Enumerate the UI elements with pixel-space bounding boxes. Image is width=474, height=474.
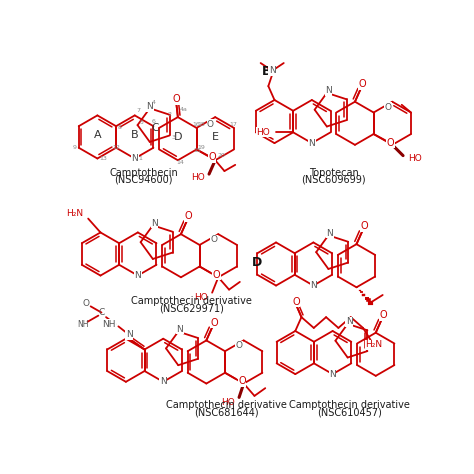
- Text: 19: 19: [197, 145, 205, 150]
- Text: H₂N: H₂N: [66, 210, 83, 219]
- Text: 20: 20: [218, 153, 225, 158]
- Text: NH: NH: [77, 320, 89, 329]
- Text: B: B: [262, 65, 272, 78]
- Text: A: A: [93, 130, 101, 140]
- Text: N: N: [309, 138, 315, 147]
- Text: Camptothecin: Camptothecin: [109, 168, 178, 178]
- Text: O: O: [359, 79, 366, 89]
- Text: N: N: [135, 271, 141, 280]
- Text: O: O: [82, 299, 90, 308]
- Text: E: E: [212, 132, 219, 142]
- Text: O: O: [360, 221, 368, 231]
- Text: O: O: [380, 310, 387, 320]
- Text: 17: 17: [229, 122, 237, 127]
- Text: H₂N: H₂N: [365, 340, 383, 349]
- Text: N: N: [146, 102, 153, 111]
- Text: N: N: [131, 154, 138, 163]
- Text: O: O: [185, 211, 192, 221]
- Text: N: N: [269, 66, 275, 75]
- Text: O: O: [236, 341, 243, 350]
- Text: 5: 5: [140, 119, 144, 125]
- Text: 2: 2: [168, 112, 172, 117]
- Text: N: N: [151, 219, 158, 228]
- Text: 16: 16: [192, 122, 200, 127]
- Text: 6: 6: [152, 119, 156, 124]
- Text: C: C: [152, 123, 159, 133]
- Text: D: D: [173, 132, 182, 142]
- Text: 13: 13: [99, 156, 107, 161]
- Text: N: N: [160, 377, 166, 386]
- Text: 3: 3: [171, 135, 175, 139]
- Text: 12: 12: [112, 145, 120, 150]
- Text: HO: HO: [408, 154, 421, 163]
- Text: O: O: [207, 119, 214, 128]
- Text: N: N: [325, 86, 332, 95]
- Text: O: O: [173, 94, 180, 104]
- Text: O: O: [210, 235, 217, 244]
- Text: O: O: [213, 270, 220, 280]
- Text: (NSC94600): (NSC94600): [114, 175, 173, 185]
- Text: 18: 18: [197, 122, 205, 127]
- Text: C: C: [98, 308, 105, 317]
- Text: 4a: 4a: [180, 107, 188, 112]
- Text: HO: HO: [191, 173, 204, 182]
- Text: N: N: [126, 330, 133, 339]
- Text: 14: 14: [176, 160, 184, 165]
- Text: O: O: [292, 297, 300, 307]
- Text: 1: 1: [138, 156, 143, 161]
- Text: 4: 4: [152, 100, 156, 105]
- Text: Topotecan: Topotecan: [309, 168, 359, 178]
- Text: N: N: [346, 317, 353, 326]
- Text: N: N: [327, 228, 333, 237]
- Text: O: O: [387, 137, 394, 147]
- Text: N: N: [329, 370, 336, 379]
- Text: B: B: [131, 130, 138, 140]
- Text: N: N: [176, 325, 183, 334]
- Text: Camptothecin derivative: Camptothecin derivative: [165, 401, 286, 410]
- Text: HO: HO: [194, 293, 208, 302]
- Text: O: O: [384, 102, 391, 111]
- Text: 7: 7: [137, 109, 140, 113]
- Text: Camptothecin derivative: Camptothecin derivative: [131, 296, 252, 306]
- Text: D: D: [252, 256, 262, 269]
- Text: 9: 9: [73, 145, 77, 150]
- Text: O: O: [208, 152, 216, 162]
- Text: O: O: [238, 376, 246, 386]
- Text: O: O: [210, 318, 218, 328]
- Text: (NSC681644): (NSC681644): [194, 407, 258, 417]
- Text: (NSC629971): (NSC629971): [159, 303, 224, 313]
- Text: 8: 8: [118, 125, 121, 130]
- Text: HO: HO: [221, 398, 235, 407]
- Text: 15: 15: [193, 148, 201, 153]
- Text: NH: NH: [102, 319, 115, 328]
- Text: HO: HO: [256, 128, 270, 137]
- Text: N: N: [310, 281, 317, 290]
- Text: (NSC609699): (NSC609699): [301, 175, 366, 185]
- Text: Camptothecin derivative: Camptothecin derivative: [289, 401, 410, 410]
- Text: (NSC610457): (NSC610457): [317, 407, 382, 417]
